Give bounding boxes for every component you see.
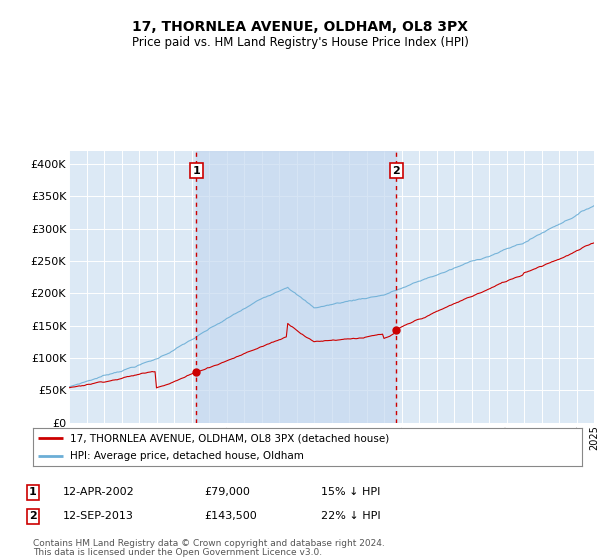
- Text: HPI: Average price, detached house, Oldham: HPI: Average price, detached house, Oldh…: [70, 451, 304, 461]
- Text: 2: 2: [392, 166, 400, 176]
- Text: 17, THORNLEA AVENUE, OLDHAM, OL8 3PX: 17, THORNLEA AVENUE, OLDHAM, OL8 3PX: [132, 20, 468, 34]
- Text: Contains HM Land Registry data © Crown copyright and database right 2024.: Contains HM Land Registry data © Crown c…: [33, 539, 385, 548]
- Text: 22% ↓ HPI: 22% ↓ HPI: [321, 511, 380, 521]
- Text: £79,000: £79,000: [204, 487, 250, 497]
- Bar: [196, 151, 396, 423]
- Text: £143,500: £143,500: [204, 511, 257, 521]
- Text: 15% ↓ HPI: 15% ↓ HPI: [321, 487, 380, 497]
- Text: 12-APR-2002: 12-APR-2002: [63, 487, 135, 497]
- Text: Price paid vs. HM Land Registry's House Price Index (HPI): Price paid vs. HM Land Registry's House …: [131, 36, 469, 49]
- Text: 12-SEP-2013: 12-SEP-2013: [63, 511, 134, 521]
- Text: 1: 1: [29, 487, 37, 497]
- Text: This data is licensed under the Open Government Licence v3.0.: This data is licensed under the Open Gov…: [33, 548, 322, 557]
- Text: 1: 1: [193, 166, 200, 176]
- Text: 17, THORNLEA AVENUE, OLDHAM, OL8 3PX (detached house): 17, THORNLEA AVENUE, OLDHAM, OL8 3PX (de…: [70, 433, 389, 443]
- Text: 2: 2: [29, 511, 37, 521]
